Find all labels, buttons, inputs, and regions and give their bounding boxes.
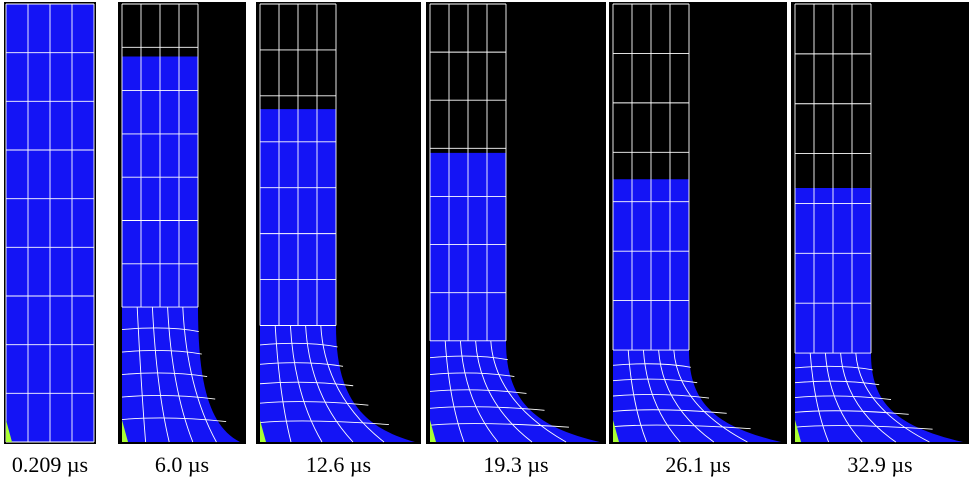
projectile-body bbox=[795, 187, 963, 442]
projectile-body bbox=[430, 152, 600, 443]
mesh-grid bbox=[612, 3, 751, 443]
time-label: 6.0 µs bbox=[154, 452, 210, 477]
time-label: 12.6 µs bbox=[305, 452, 372, 477]
projectile-body bbox=[260, 109, 415, 443]
anvil-marker bbox=[795, 420, 801, 442]
time-label: 26.1 µs bbox=[665, 452, 731, 477]
frame-1 bbox=[4, 2, 96, 444]
anvil-marker bbox=[6, 420, 12, 442]
projectile-body bbox=[122, 56, 240, 443]
time-label: 0.209 µs bbox=[11, 452, 89, 477]
frame-6 bbox=[791, 2, 969, 444]
mesh-grid bbox=[5, 3, 95, 443]
time-label: 32.9 µs bbox=[847, 452, 913, 477]
mesh-grid bbox=[121, 3, 227, 443]
frame-2 bbox=[118, 2, 246, 444]
frame-3 bbox=[256, 2, 421, 444]
mesh-grid bbox=[429, 3, 569, 443]
anvil-marker bbox=[122, 420, 128, 442]
anvil-marker bbox=[613, 420, 619, 442]
anvil-marker bbox=[430, 420, 436, 442]
mesh-grid bbox=[794, 3, 933, 443]
projectile-body bbox=[613, 179, 781, 442]
frame-4 bbox=[426, 2, 606, 444]
mesh-grid bbox=[259, 3, 389, 443]
time-label: 19.3 µs bbox=[483, 452, 549, 477]
frame-5 bbox=[609, 2, 787, 444]
anvil-marker bbox=[260, 420, 266, 442]
